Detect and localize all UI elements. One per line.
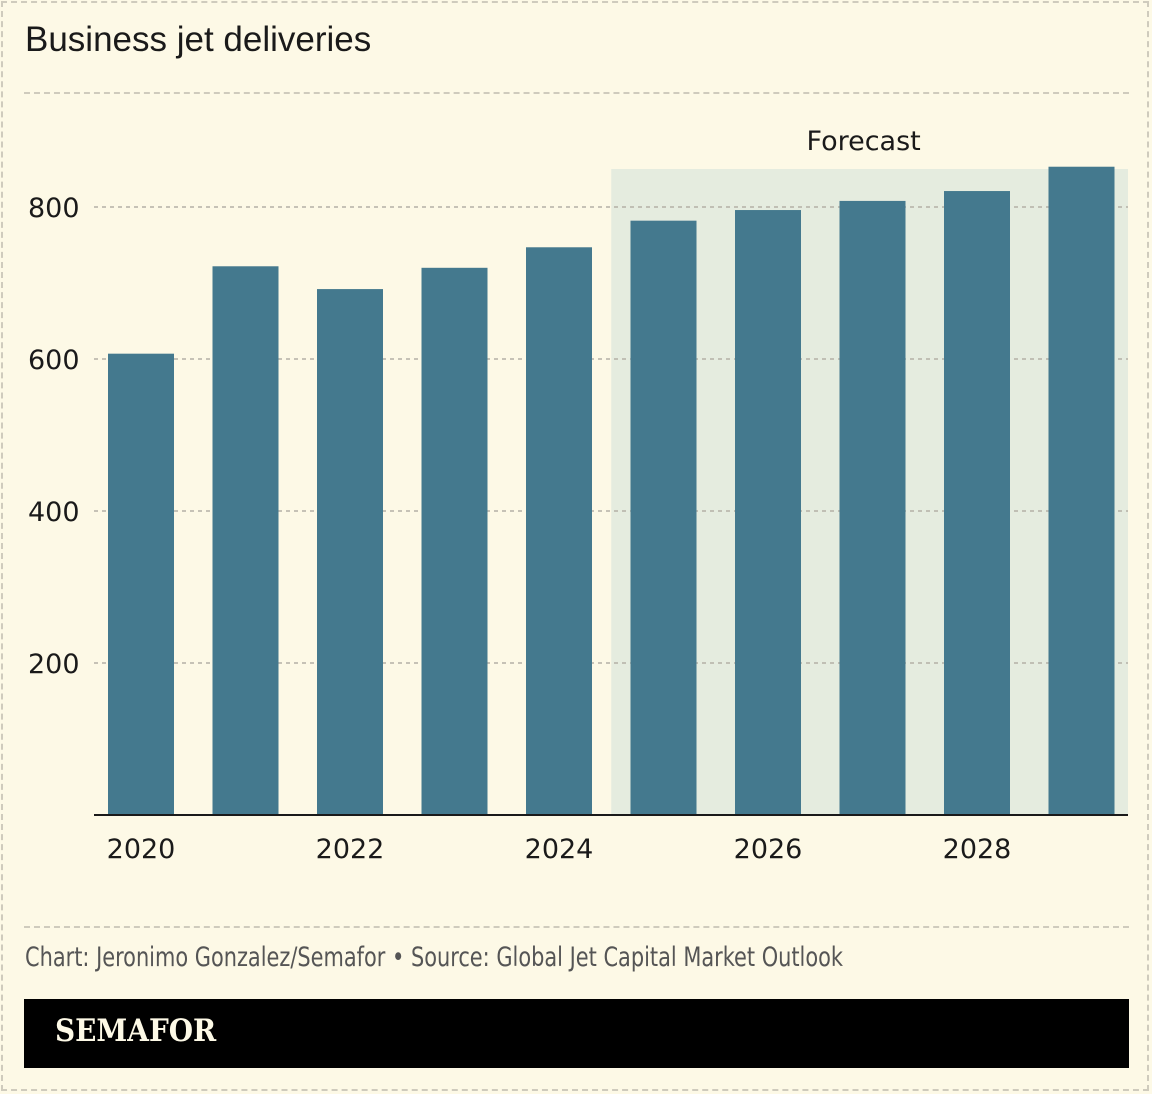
bar-2029 bbox=[1048, 166, 1115, 816]
x-tick-label: 2028 bbox=[943, 834, 1012, 865]
y-tick-label: 400 bbox=[28, 497, 80, 528]
x-tick-label: 2022 bbox=[316, 834, 385, 865]
chart-title: Business jet deliveries bbox=[25, 20, 372, 59]
forecast-label: Forecast bbox=[807, 126, 921, 157]
bar-2023 bbox=[421, 267, 488, 815]
divider bbox=[24, 926, 1129, 928]
bar-2025 bbox=[630, 220, 697, 815]
bar-2021 bbox=[212, 266, 279, 815]
bar-2027 bbox=[839, 200, 906, 816]
chart-credit: Chart: Jeronimo Gonzalez/Semafor • Sourc… bbox=[25, 942, 844, 973]
bar-2026 bbox=[735, 210, 801, 816]
y-tick-label: 800 bbox=[28, 193, 80, 224]
x-tick-label: 2026 bbox=[734, 834, 803, 865]
x-tick-label: 2024 bbox=[525, 834, 594, 865]
y-tick-label: 200 bbox=[28, 649, 80, 680]
bar-2028 bbox=[944, 191, 1010, 816]
y-tick-label: 600 bbox=[28, 345, 80, 376]
divider bbox=[24, 92, 1129, 94]
bar-2024 bbox=[526, 247, 592, 815]
logo-text: SEMAFOR bbox=[55, 1013, 217, 1049]
semafor-logo: SEMAFOR bbox=[24, 999, 1129, 1068]
bar-2022 bbox=[317, 289, 383, 816]
bar-2020 bbox=[108, 353, 174, 815]
x-tick-label: 2020 bbox=[107, 834, 176, 865]
